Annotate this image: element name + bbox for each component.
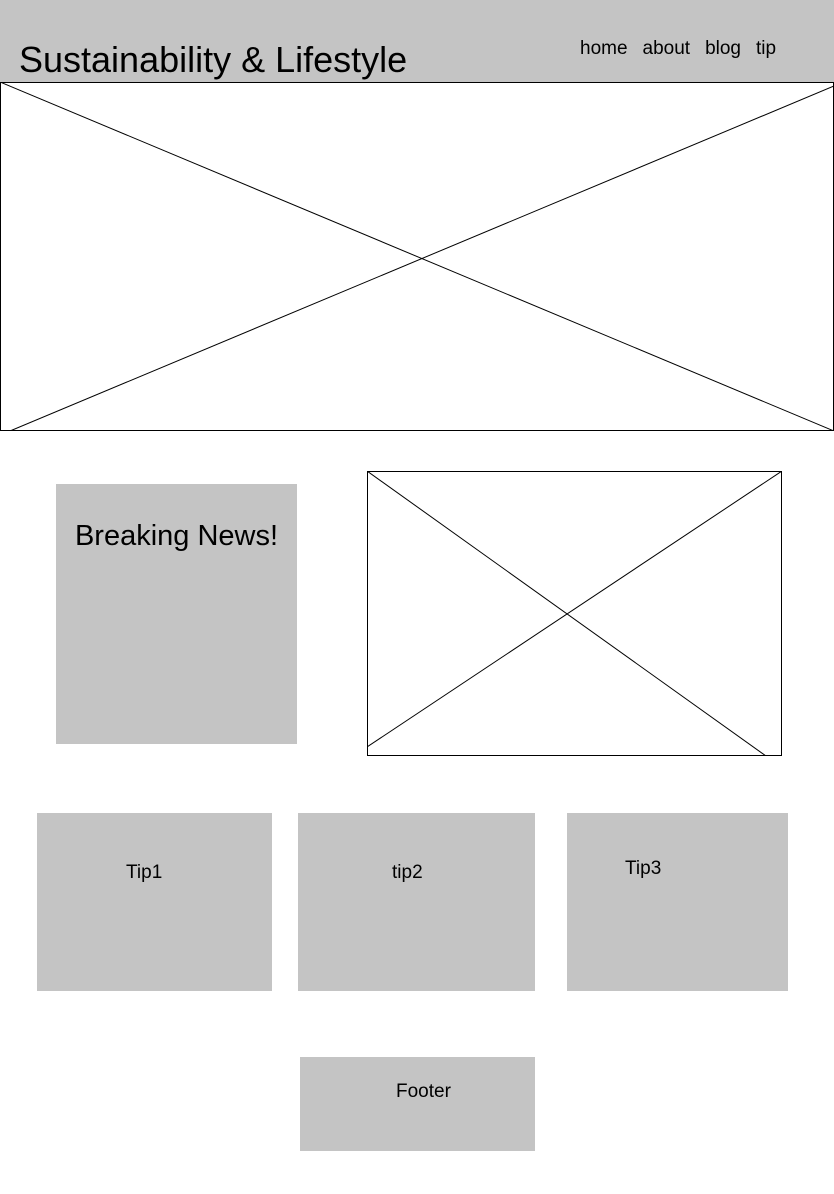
tip-card-3[interactable]: Tip3 <box>567 813 788 991</box>
breaking-news-panel: Breaking News! <box>56 484 297 744</box>
feature-image-placeholder <box>367 471 782 756</box>
site-header: Sustainability & Lifestyle home about bl… <box>0 0 834 82</box>
nav-link-tip[interactable]: tip <box>756 38 777 59</box>
site-footer: Footer <box>300 1057 535 1151</box>
tip-card-label: tip2 <box>392 862 423 883</box>
main-nav: home about blog tip <box>580 37 776 61</box>
site-title: Sustainability & Lifestyle <box>19 39 408 80</box>
footer-label: Footer <box>396 1081 451 1102</box>
tip-card-label: Tip1 <box>126 862 163 883</box>
tip-card-label: Tip3 <box>625 858 662 879</box>
image-placeholder-icon <box>367 471 782 756</box>
nav-link-about[interactable]: about <box>642 38 691 59</box>
tip-card-2[interactable]: tip2 <box>298 813 535 991</box>
hero-image-placeholder <box>0 82 834 431</box>
image-placeholder-icon <box>0 82 834 431</box>
nav-link-home[interactable]: home <box>580 38 628 59</box>
breaking-news-title: Breaking News! <box>74 520 279 552</box>
nav-link-blog[interactable]: blog <box>705 38 741 59</box>
tip-card-1[interactable]: Tip1 <box>37 813 272 991</box>
